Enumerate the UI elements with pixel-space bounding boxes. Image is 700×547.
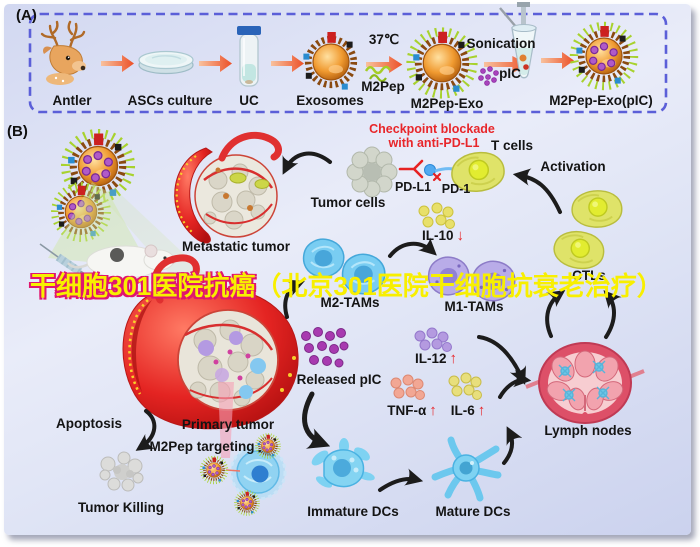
label-tumor-killing: Tumor Killing [78,500,164,515]
step-arrow-6 [541,52,574,69]
arrow-maturedc-to-lymph [502,426,523,465]
label-il6-group: IL-6 ↑ [451,403,486,419]
label-m2pep-exo-pic: M2Pep-Exo(pIC) [549,93,653,108]
step-arrow-1 [101,55,134,72]
label-pd-l1: PD-L1 [394,180,432,194]
antler-deer-icon [40,20,86,85]
label-m2pep: M2Pep [361,79,405,94]
label-pic: pIC [499,66,521,81]
il12-dots-icon [414,327,452,352]
label-m1-tams: M1-TAMs [444,299,504,314]
watermark-part2: （北京301医院干细胞抗衰老治疗） [255,271,663,301]
label-uc: UC [239,93,259,108]
arrow-pic-to-immature-dc [302,391,331,449]
lymph-nodes-graphic [525,342,645,424]
panel-a-dashed-border [28,12,668,114]
anti-pd-l1-antibody-icon [398,159,424,179]
panel-b-tag: (B) [7,123,28,140]
label-pd-1: PD-1 [441,182,471,196]
label-checkpoint-blockade-1: Checkpoint blockade [369,122,495,136]
label-checkpoint-blockade-2: with anti-PD-L1 [388,136,480,150]
immature-dc-graphic [311,438,375,488]
ctl-cell-graphic-1 [571,189,623,229]
label-il12-group: IL-12 ↑ [415,351,457,367]
label-tnf-group: TNF-α ↑ [387,403,437,419]
label-released-pic: Released pIC [296,372,382,387]
label-t-cells: T cells [490,138,534,153]
lymph-dc-sprites [558,360,610,402]
panel-a-tag: (A) [16,7,37,24]
metastatic-tumor-graphic [174,131,282,244]
watermark-text: 干细胞301医院抗癌（北京301医院干细胞抗衰老治疗） [30,266,663,303]
arrow-il6-to-lymph [498,369,532,399]
label-apoptosis: Apoptosis [56,416,122,431]
label-lymph-nodes: Lymph nodes [544,423,632,438]
label-il6: IL-6 [450,402,475,418]
tumor-cell-graphic [346,146,398,198]
label-mature-dcs: Mature DCs [435,504,511,519]
label-exosomes: Exosomes [296,93,364,108]
petri-dish-icon [138,50,194,75]
label-ctls: CTLs [572,268,606,283]
il10-dots-icon [418,202,455,229]
m2pep-peptide-icon-2 [369,74,387,83]
tnf-up-arrow-icon: ↑ [429,402,437,419]
blockade-x-icon [432,172,442,182]
il12-up-arrow-icon: ↑ [449,350,458,367]
label-antler: Antler [52,93,92,108]
label-tumor-cells: Tumor cells [310,195,386,210]
arrow-m2-to-m1 [388,237,437,258]
pic-dots-icon [478,66,499,86]
exosome-icon [303,32,353,90]
targeting-link-1 [225,469,241,472]
uc-tube-icon [237,26,261,87]
m2pep-exo-icon [411,32,474,95]
label-sonication: Sonication [466,36,536,51]
il6-up-arrow-icon: ↑ [477,402,486,419]
apoptotic-cell-graphic [99,451,144,492]
il6-dots-icon [448,372,482,400]
step-arrow-4 [366,56,403,73]
arrow-apoptosis [135,409,157,451]
arrow-activation [512,168,562,214]
mouse-icon [67,244,175,279]
released-pic-dots-icon [301,327,349,368]
label-immature-dcs: Immature DCs [307,504,399,519]
sonication-tube-icon [499,2,537,79]
label-tnf-alpha: TNF-α [387,402,427,418]
arrow-m1-to-lymph [477,335,526,385]
arrow-lymph-to-ctl-1 [545,289,566,338]
label-m2pep-targeting: M2Pep targeting [149,439,255,454]
arrow-tumor-to-m2 [283,279,305,319]
watermark-part1: 干细胞301医院抗癌 [30,271,256,301]
step-arrow-3 [271,55,304,72]
m2pep-peptide-icon [364,65,392,75]
label-m2-tams: M2-TAMs [320,295,380,310]
tnf-dots-icon [390,374,425,400]
arrow-immature-to-mature [378,468,424,492]
m2pep-exo-pic-icon [574,26,634,86]
arrow-tumorcells-to-metastatic [282,151,332,175]
arrow-lymph-to-ctl-2 [603,290,622,339]
label-il10-group: IL-10 ↓ [422,228,464,244]
step-arrow-2 [199,55,232,72]
targeting-beam [218,382,234,458]
label-temperature: 37℃ [368,32,400,47]
label-m2pep-exo: M2Pep-Exo [410,96,484,111]
label-primary-tumor: Primary tumor [181,417,275,432]
label-ascs-culture: ASCs culture [127,93,213,108]
label-il10: IL-10 [421,227,454,243]
targeting-exosome-1 [202,458,227,483]
mature-dc-graphic [431,436,502,502]
label-metastatic-tumor: Metastatic tumor [181,239,291,254]
label-il12: IL-12 [414,350,447,366]
label-activation: Activation [540,159,606,174]
il10-down-arrow-icon: ↓ [456,227,465,244]
